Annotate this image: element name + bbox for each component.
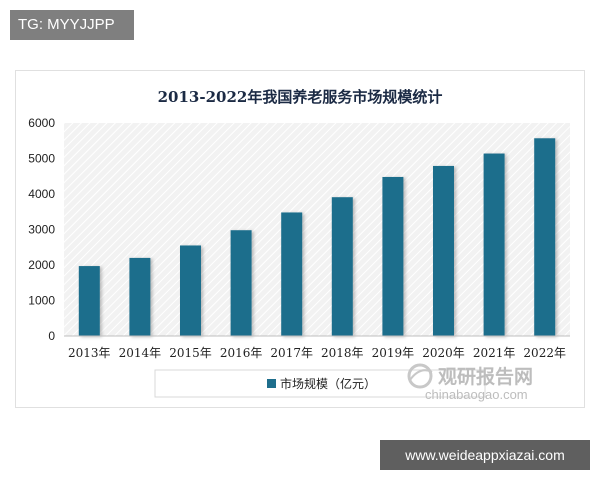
x-tick-label: 2015年 xyxy=(169,346,212,360)
x-tick-label: 2020年 xyxy=(422,346,465,360)
logo-icon xyxy=(407,363,433,389)
y-tick-label: 1000 xyxy=(28,294,55,308)
source-logo: 观研报告网 chinabaogao.com xyxy=(407,363,533,402)
y-axis-ticks: 0 1000 2000 3000 4000 5000 6000 xyxy=(28,116,55,343)
logo-swoosh-icon xyxy=(409,369,433,381)
bar xyxy=(433,165,454,336)
y-tick-label: 0 xyxy=(48,329,55,343)
x-tick-label: 2017年 xyxy=(270,346,313,360)
bar xyxy=(180,245,201,336)
bar xyxy=(534,138,556,336)
legend-swatch xyxy=(267,379,276,388)
bar xyxy=(281,212,303,336)
x-axis-categories: 2013年 2014年 2015年 2016年 2017年 2018年 2019年 2020年… xyxy=(68,346,566,360)
watermark-tag-bottom: www.weideappxiazai.com xyxy=(380,440,590,470)
x-tick-label: 2018年 xyxy=(321,346,364,360)
y-tick-label: 5000 xyxy=(28,152,55,166)
bars-group xyxy=(78,138,556,336)
watermark-tag-top: TG: MYYJJPP xyxy=(10,10,134,40)
x-tick-label: 2014年 xyxy=(119,346,162,360)
bar xyxy=(230,230,252,336)
y-tick-label: 4000 xyxy=(28,187,55,201)
y-tick-label: 2000 xyxy=(28,258,55,272)
logo-name-en: chinabaogao.com xyxy=(425,387,528,402)
x-tick-label: 2022年 xyxy=(523,346,566,360)
legend-label: 市场规模（亿元） xyxy=(280,376,376,391)
y-tick-label: 6000 xyxy=(28,116,55,130)
x-tick-label: 2013年 xyxy=(68,346,111,360)
x-tick-label: 2019年 xyxy=(372,346,415,360)
y-tick-label: 3000 xyxy=(28,223,55,237)
chart-title: 2013-2022年我国养老服务市场规模统计 xyxy=(158,88,443,106)
bar xyxy=(331,197,353,336)
bar xyxy=(382,176,404,336)
bar xyxy=(129,257,151,336)
logo-name-cn: 观研报告网 xyxy=(438,365,533,388)
x-tick-label: 2016年 xyxy=(220,346,263,360)
bar xyxy=(483,153,505,336)
x-tick-label: 2021年 xyxy=(473,346,516,360)
bar xyxy=(78,266,100,336)
